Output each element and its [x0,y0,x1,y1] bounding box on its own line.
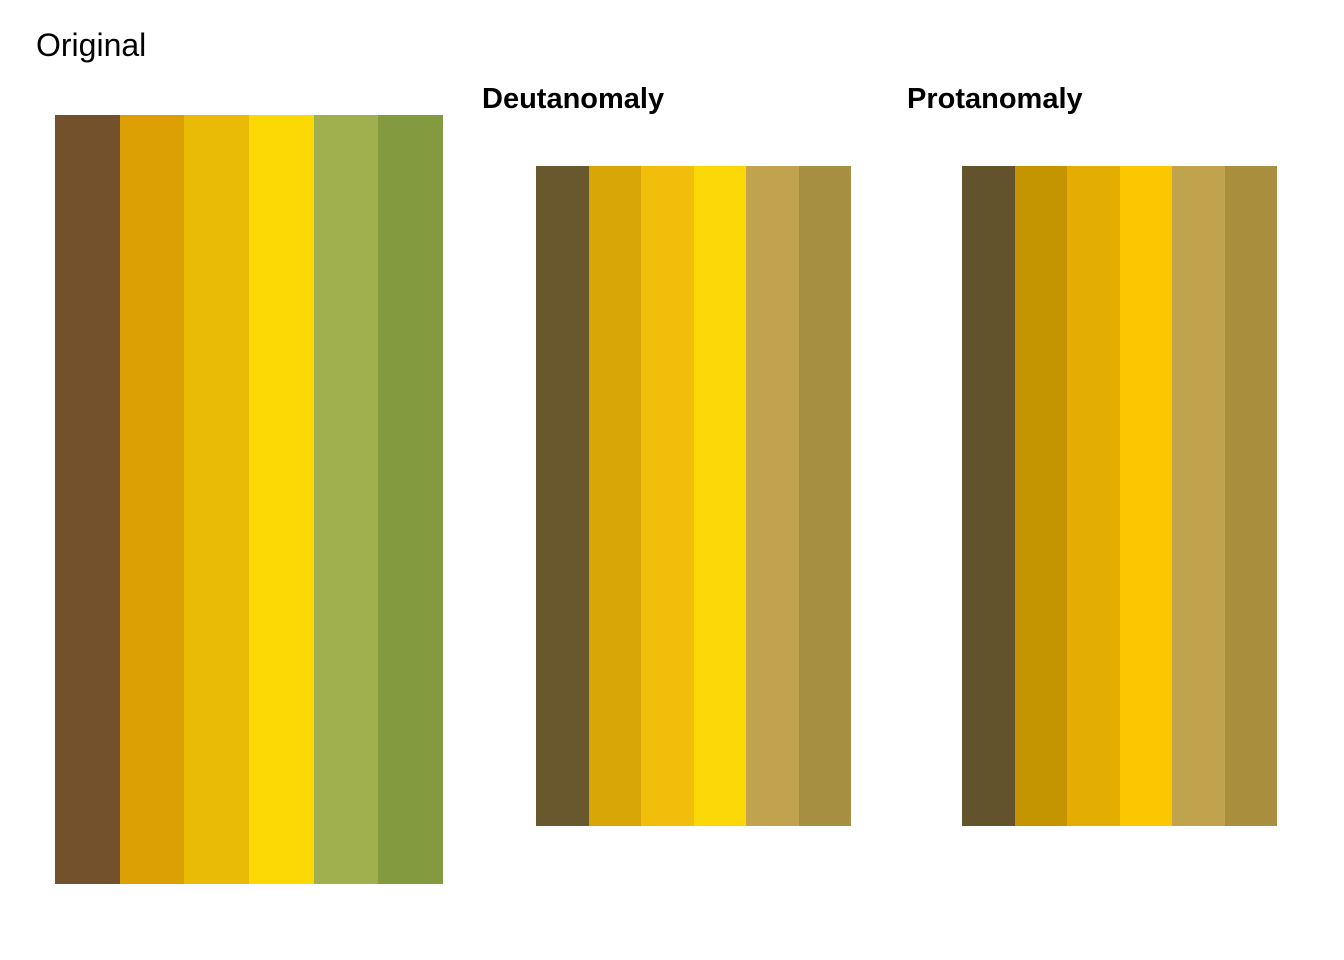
color-stripe-1 [536,166,589,826]
swatch-panel-original [55,115,444,884]
swatch-panel-deutanomaly [536,166,851,826]
color-stripe-5 [1172,166,1225,826]
color-stripe-1 [962,166,1015,826]
color-stripe-3 [184,115,250,884]
color-stripe-4 [1119,166,1172,826]
color-stripe-6 [378,115,444,884]
color-stripe-6 [798,166,851,826]
color-stripe-6 [1224,166,1277,826]
color-stripe-2 [119,115,185,884]
panel-title-deutanomaly: Deutanomaly [482,83,665,115]
color-stripe-3 [1067,166,1120,826]
color-stripe-5 [313,115,379,884]
color-stripe-1 [55,115,120,884]
color-stripe-2 [588,166,641,826]
color-stripe-4 [249,115,314,884]
panel-title-protanomaly: Protanomaly [907,83,1083,115]
color-stripe-2 [1014,166,1067,826]
panel-title-original: Original [36,27,147,63]
color-stripe-5 [746,166,799,826]
color-stripe-4 [693,166,746,826]
swatch-panel-protanomaly [962,166,1277,826]
color-stripe-3 [641,166,694,826]
